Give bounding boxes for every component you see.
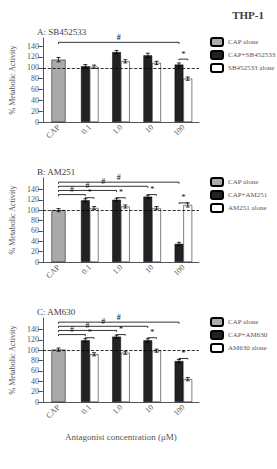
svg-text:40: 40 <box>31 96 39 105</box>
svg-text:AM630 alone: AM630 alone <box>228 344 267 352</box>
svg-text:*: * <box>150 328 154 337</box>
svg-text:100: 100 <box>27 346 39 355</box>
svg-text:0.1: 0.1 <box>79 263 92 276</box>
svg-text:*: * <box>181 349 185 358</box>
svg-text:*: * <box>181 193 185 202</box>
svg-text:#: # <box>117 313 121 322</box>
svg-text:CAP alone: CAP alone <box>228 38 258 46</box>
svg-text:Antagonist concentration (μM): Antagonist concentration (μM) <box>65 432 177 442</box>
svg-text:CAP: CAP <box>44 262 62 280</box>
svg-text:0: 0 <box>35 118 39 127</box>
svg-text:10: 10 <box>143 403 155 415</box>
svg-text:1.0: 1.0 <box>111 263 124 276</box>
svg-text:1.0: 1.0 <box>111 403 124 416</box>
svg-text:*: * <box>88 328 92 337</box>
svg-text:#: # <box>117 33 121 42</box>
svg-text:% Metabolic Activity: % Metabolic Activity <box>8 186 17 255</box>
svg-text:100: 100 <box>172 263 187 278</box>
svg-text:% Metabolic Activity: % Metabolic Activity <box>8 46 17 115</box>
svg-text:80: 80 <box>31 74 39 83</box>
svg-text:10: 10 <box>143 123 155 135</box>
svg-text:100: 100 <box>172 403 187 418</box>
svg-text:#: # <box>101 177 105 186</box>
svg-text:140: 140 <box>27 185 39 194</box>
svg-text:0: 0 <box>35 258 39 267</box>
svg-text:CAP: CAP <box>44 122 62 140</box>
svg-text:100: 100 <box>27 206 39 215</box>
svg-text:*: * <box>181 50 185 59</box>
svg-text:20: 20 <box>31 247 39 256</box>
svg-text:120: 120 <box>27 195 39 204</box>
svg-text:#: # <box>101 317 105 326</box>
svg-text:40: 40 <box>31 377 39 386</box>
svg-text:*: * <box>88 188 92 197</box>
svg-text:140: 140 <box>27 325 39 334</box>
svg-text:100: 100 <box>27 63 39 72</box>
svg-text:CAP alone: CAP alone <box>228 178 258 186</box>
svg-text:CAP+AM251: CAP+AM251 <box>228 191 268 199</box>
svg-text:60: 60 <box>31 85 39 94</box>
svg-text:10: 10 <box>143 263 155 275</box>
svg-text:0.1: 0.1 <box>79 123 92 136</box>
svg-text:60: 60 <box>31 226 39 235</box>
svg-text:20: 20 <box>31 107 39 116</box>
svg-text:A: SB452533: A: SB452533 <box>37 27 87 37</box>
svg-text:0.1: 0.1 <box>79 403 92 416</box>
svg-text:CAP+AM630: CAP+AM630 <box>228 331 268 339</box>
svg-text:*: * <box>119 325 123 334</box>
svg-text:0: 0 <box>35 398 39 407</box>
svg-text:60: 60 <box>31 366 39 375</box>
svg-text:80: 80 <box>31 216 39 225</box>
svg-text:SB452533 alone: SB452533 alone <box>228 64 274 72</box>
svg-text:120: 120 <box>27 335 39 344</box>
svg-text:20: 20 <box>31 387 39 396</box>
svg-text:#: # <box>117 173 121 182</box>
svg-text:CAP: CAP <box>44 402 62 420</box>
svg-text:CAP+SB452533: CAP+SB452533 <box>228 51 276 59</box>
svg-text:% Metabolic Activity: % Metabolic Activity <box>8 326 17 395</box>
svg-text:*: * <box>119 188 123 197</box>
svg-text:120: 120 <box>27 52 39 61</box>
svg-text:C: AM630: C: AM630 <box>37 307 76 317</box>
svg-text:140: 140 <box>27 42 39 51</box>
svg-text:AM251 alone: AM251 alone <box>228 204 267 212</box>
svg-text:80: 80 <box>31 356 39 365</box>
svg-text:CAP alone: CAP alone <box>228 318 258 326</box>
svg-text:100: 100 <box>172 123 187 138</box>
svg-text:B: AM251: B: AM251 <box>37 167 75 177</box>
svg-text:THP-1: THP-1 <box>232 9 264 21</box>
svg-text:*: * <box>150 185 154 194</box>
svg-text:40: 40 <box>31 237 39 246</box>
svg-text:1.0: 1.0 <box>111 123 124 136</box>
